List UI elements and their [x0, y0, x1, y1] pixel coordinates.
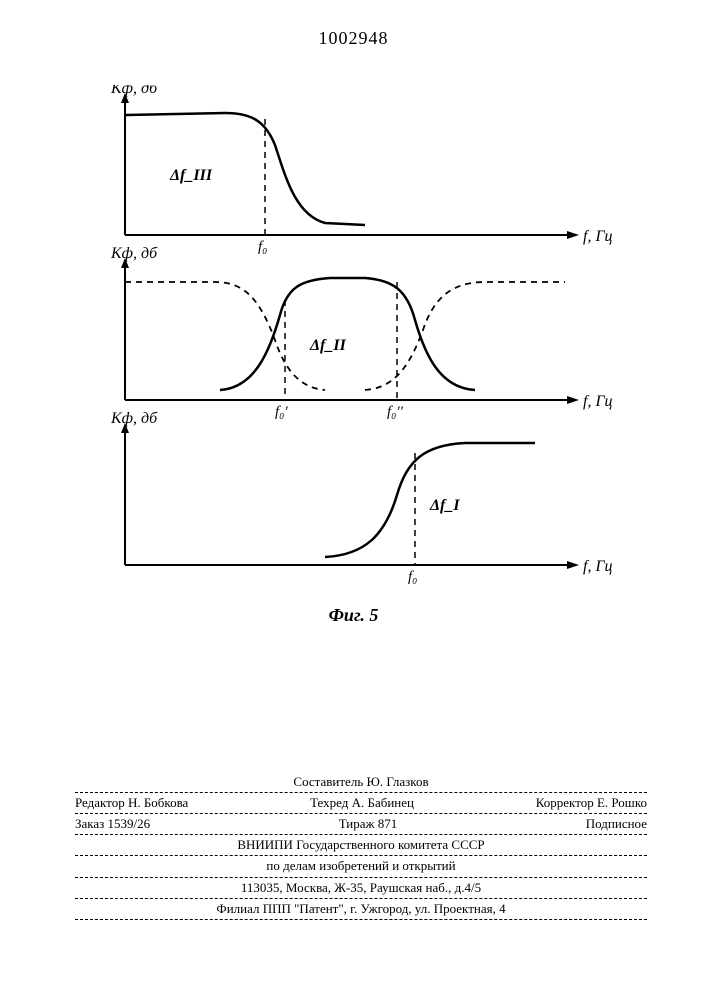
page-number: 1002948 — [319, 28, 389, 49]
chart-highpass: Kф, дб f, Гц f₀ Δf_I — [110, 410, 613, 585]
x-axis-label-3: f, Гц — [583, 558, 613, 575]
corrector: Корректор Е. Рошко — [536, 794, 647, 812]
editor: Редактор Н. Бобкова — [75, 794, 188, 812]
f0p-label: f₀' — [275, 404, 288, 420]
branch-line: Филиал ППП "Патент", г. Ужгород, ул. Про… — [75, 899, 647, 920]
df3-label: Δf_III — [169, 167, 213, 184]
f0-label: f₀ — [258, 239, 267, 255]
chart-lowpass: Kф, дб f, Гц f₀ Δf_III — [110, 85, 613, 255]
techred: Техред А. Бабинец — [310, 794, 414, 812]
document-footer: Составитель Ю. Глазков Редактор Н. Бобко… — [75, 772, 647, 920]
chart-bandpass: Kф, дб f, Гц f₀' f₀'' Δf_II — [110, 245, 613, 420]
org-line-1: ВНИИПИ Государственного комитета СССР — [75, 835, 647, 856]
org-line-2: по делам изобретений и открытий — [75, 856, 647, 877]
order-number: Заказ 1539/26 — [75, 815, 150, 833]
y-axis-label: Kф, дб — [110, 85, 158, 97]
f0pp-label: f₀'' — [387, 404, 404, 420]
compiler-line: Составитель Ю. Глазков — [75, 772, 647, 793]
address-line: 113035, Москва, Ж-35, Раушская наб., д.4… — [75, 878, 647, 899]
x-axis-label-2: f, Гц — [583, 393, 613, 410]
df1-label: Δf_I — [429, 497, 460, 514]
subscription: Подписное — [586, 815, 647, 833]
x-axis-label: f, Гц — [583, 228, 613, 245]
tirazh: Тираж 871 — [339, 815, 398, 833]
y-axis-label-3: Kф, дб — [110, 410, 158, 427]
figure-caption: Фиг. 5 — [329, 605, 379, 626]
df2-label: Δf_II — [309, 337, 347, 354]
f0-label-3: f₀ — [408, 569, 417, 585]
y-axis-label-2: Kф, дб — [110, 245, 158, 262]
filter-diagrams: Kф, дб f, Гц f₀ Δf_III Kф, дб f, Гц f₀' … — [95, 85, 625, 615]
